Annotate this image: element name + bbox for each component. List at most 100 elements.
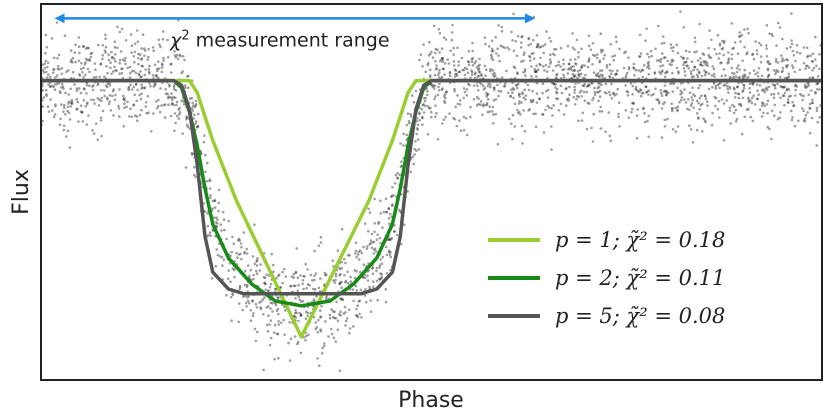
- data-point: [509, 94, 512, 98]
- data-point: [290, 275, 294, 279]
- data-point: [743, 68, 746, 72]
- data-point: [567, 62, 571, 66]
- data-point: [672, 46, 675, 49]
- data-point: [411, 155, 415, 158]
- data-point: [64, 135, 68, 138]
- data-point: [162, 59, 165, 62]
- data-point: [660, 57, 663, 61]
- data-point: [266, 329, 270, 333]
- data-point: [62, 87, 65, 91]
- data-point: [510, 30, 513, 34]
- data-point: [633, 74, 636, 77]
- data-point: [738, 75, 742, 79]
- data-point: [665, 90, 668, 93]
- data-point: [283, 333, 286, 337]
- data-point: [587, 59, 591, 62]
- data-point: [530, 100, 533, 104]
- data-point: [215, 216, 218, 219]
- data-point: [390, 194, 394, 198]
- data-point: [728, 109, 732, 112]
- data-point: [659, 64, 662, 68]
- data-point: [373, 222, 377, 225]
- data-point: [237, 320, 240, 324]
- data-point: [81, 45, 85, 48]
- data-point: [448, 70, 452, 74]
- data-point: [94, 122, 98, 125]
- data-point: [264, 282, 267, 286]
- data-point: [307, 333, 310, 337]
- data-point: [339, 272, 342, 276]
- data-point: [536, 42, 540, 46]
- data-point: [671, 128, 675, 131]
- data-point: [573, 91, 576, 94]
- data-point: [317, 244, 321, 247]
- data-point: [156, 60, 160, 63]
- data-point: [122, 124, 125, 128]
- data-point: [187, 74, 190, 78]
- data-point: [140, 87, 143, 90]
- data-point: [324, 273, 327, 277]
- data-point: [644, 85, 648, 88]
- data-point: [661, 69, 664, 72]
- data-point: [727, 59, 730, 62]
- data-point: [776, 82, 779, 86]
- data-point: [437, 73, 440, 76]
- data-point: [524, 94, 528, 97]
- data-point: [413, 153, 416, 156]
- data-point: [441, 122, 444, 125]
- data-point: [58, 90, 62, 93]
- data-point: [559, 84, 563, 88]
- data-point: [691, 86, 694, 90]
- data-point: [806, 111, 809, 114]
- data-point: [630, 107, 634, 111]
- data-point: [321, 346, 324, 350]
- data-point: [754, 40, 757, 43]
- data-point: [720, 61, 723, 64]
- data-point: [99, 119, 103, 122]
- data-point: [496, 47, 499, 50]
- data-point: [272, 331, 276, 334]
- data-point: [790, 39, 793, 42]
- data-point: [575, 38, 579, 42]
- data-point: [737, 96, 741, 100]
- data-point: [724, 74, 727, 77]
- data-point: [618, 47, 621, 51]
- data-point: [553, 48, 556, 51]
- data-point: [479, 103, 482, 106]
- data-point: [562, 73, 565, 77]
- data-point: [735, 70, 739, 74]
- data-point: [702, 53, 706, 57]
- data-point: [700, 74, 704, 78]
- data-point: [603, 91, 607, 94]
- data-point: [75, 87, 79, 90]
- data-point: [139, 97, 143, 101]
- data-point: [129, 107, 132, 110]
- data-point: [670, 60, 673, 63]
- data-point: [203, 210, 207, 213]
- data-point: [80, 111, 84, 114]
- data-point: [709, 56, 713, 59]
- data-point: [76, 107, 79, 111]
- data-point: [247, 301, 251, 305]
- data-point: [170, 62, 173, 66]
- data-point: [507, 48, 511, 51]
- data-point: [516, 86, 519, 90]
- data-point: [808, 107, 812, 110]
- data-point: [166, 92, 169, 96]
- data-point: [581, 64, 584, 67]
- data-point: [237, 253, 241, 256]
- data-point: [704, 60, 708, 63]
- data-point: [638, 55, 641, 58]
- data-point: [519, 113, 522, 116]
- data-point: [560, 91, 564, 95]
- data-point: [600, 69, 604, 72]
- data-point: [555, 97, 558, 100]
- data-point: [364, 287, 367, 291]
- data-point: [107, 53, 110, 57]
- data-point: [687, 98, 690, 101]
- data-point: [530, 52, 533, 55]
- data-point: [178, 106, 181, 110]
- data-point: [721, 39, 724, 43]
- data-point: [586, 65, 590, 69]
